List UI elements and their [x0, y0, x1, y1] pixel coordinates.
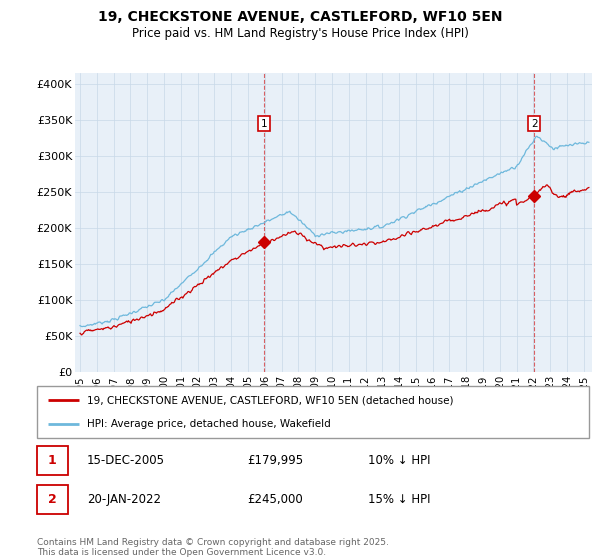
- Text: HPI: Average price, detached house, Wakefield: HPI: Average price, detached house, Wake…: [87, 419, 331, 429]
- Text: 2: 2: [48, 493, 57, 506]
- Text: 1: 1: [261, 119, 268, 129]
- Text: 15% ↓ HPI: 15% ↓ HPI: [368, 493, 431, 506]
- Text: 1: 1: [48, 454, 57, 467]
- Text: 2: 2: [531, 119, 538, 129]
- Text: £179,995: £179,995: [247, 454, 303, 467]
- Text: 15-DEC-2005: 15-DEC-2005: [87, 454, 165, 467]
- Text: Contains HM Land Registry data © Crown copyright and database right 2025.
This d: Contains HM Land Registry data © Crown c…: [37, 538, 389, 557]
- Text: 20-JAN-2022: 20-JAN-2022: [87, 493, 161, 506]
- FancyBboxPatch shape: [37, 486, 68, 514]
- Text: £245,000: £245,000: [247, 493, 303, 506]
- Text: 19, CHECKSTONE AVENUE, CASTLEFORD, WF10 5EN (detached house): 19, CHECKSTONE AVENUE, CASTLEFORD, WF10 …: [87, 395, 454, 405]
- Text: 10% ↓ HPI: 10% ↓ HPI: [368, 454, 431, 467]
- FancyBboxPatch shape: [37, 446, 68, 475]
- Text: 19, CHECKSTONE AVENUE, CASTLEFORD, WF10 5EN: 19, CHECKSTONE AVENUE, CASTLEFORD, WF10 …: [98, 10, 502, 24]
- Text: Price paid vs. HM Land Registry's House Price Index (HPI): Price paid vs. HM Land Registry's House …: [131, 27, 469, 40]
